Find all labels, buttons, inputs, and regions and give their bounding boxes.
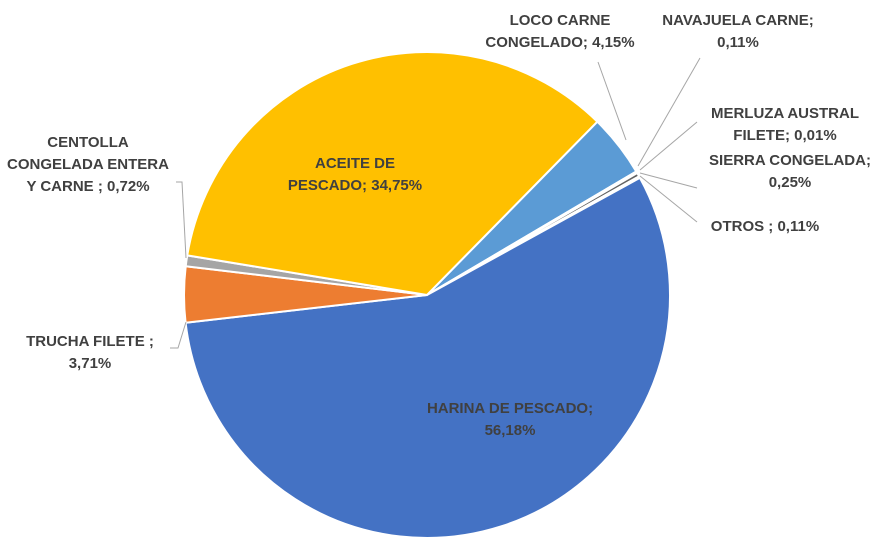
value-label: 0,01%	[794, 127, 837, 144]
category-label: MERLUZA AUSTRAL FILETE;	[710, 105, 860, 144]
leader-line	[639, 121, 698, 171]
data-label: SIERRA CONGELADA; 0,25%	[700, 150, 879, 194]
value-label: 3,71%	[68, 355, 112, 372]
category-label: ACEITE DE PESCADO;	[287, 155, 395, 194]
category-label: SIERRA CONGELADA;	[709, 152, 871, 169]
leader-line	[639, 172, 698, 189]
value-label: 4,15%	[592, 34, 635, 51]
category-label: CENTOLLA CONGELADA ENTERA Y CARNE ;	[7, 134, 169, 195]
data-label: ACEITE DE PESCADO; 34,75%	[280, 153, 430, 197]
data-label: OTROS ; 0,11%	[690, 216, 840, 238]
data-label: NAVAJUELA CARNE; 0,11%	[653, 10, 823, 54]
category-label: NAVAJUELA CARNE;	[662, 12, 814, 29]
category-label: TRUCHA FILETE ;	[26, 333, 154, 350]
category-label: HARINA DE PESCADO;	[426, 400, 594, 417]
leader-line	[176, 181, 187, 259]
category-label: OTROS ;	[710, 218, 774, 235]
pie-slice	[186, 51, 599, 297]
leader-line	[637, 57, 701, 167]
leader-line	[170, 321, 187, 349]
data-label: CENTOLLA CONGELADA ENTERA Y CARNE ; 0,72…	[3, 132, 173, 198]
leader-line	[597, 61, 627, 141]
category-label: LOCO CARNE CONGELADO;	[485, 12, 611, 51]
data-label: TRUCHA FILETE ; 3,71%	[10, 331, 170, 375]
value-label: 0,11%	[777, 218, 820, 235]
data-label: HARINA DE PESCADO; 56,18%	[425, 398, 595, 442]
pie-slice	[184, 176, 671, 539]
data-label: LOCO CARNE CONGELADO; 4,15%	[470, 10, 650, 54]
value-label: 0,72%	[107, 178, 150, 195]
value-label: 56,18%	[484, 422, 536, 439]
value-label: 0,25%	[768, 174, 812, 191]
value-label: 34,75%	[371, 177, 423, 194]
leader-line	[639, 175, 698, 223]
data-label: MERLUZA AUSTRAL FILETE; 0,01%	[700, 103, 870, 147]
value-label: 0,11%	[717, 34, 759, 51]
